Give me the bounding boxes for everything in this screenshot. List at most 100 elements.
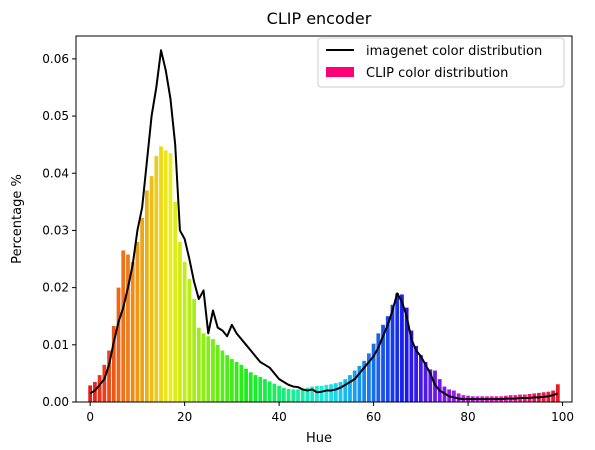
- bar-hue-54: [343, 379, 348, 403]
- bar-hue-58: [362, 360, 367, 402]
- bar-hue-77: [452, 390, 456, 402]
- bar-hue-42: [286, 388, 291, 402]
- bar-hue-12: [144, 190, 149, 402]
- y-tick-label: 0.04: [42, 166, 69, 180]
- legend: imagenet color distribution CLIP color d…: [317, 37, 565, 88]
- bar-hue-38: [267, 381, 272, 402]
- bar-hue-60: [371, 343, 376, 402]
- bar-hue-4: [107, 350, 111, 402]
- bar-hue-68: [409, 330, 414, 402]
- bar-hue-36: [258, 376, 263, 402]
- bar-hue-51: [329, 384, 333, 402]
- bar-hue-99: [555, 384, 560, 402]
- bar-hue-3: [102, 364, 107, 402]
- bar-hue-44: [296, 389, 300, 402]
- bar-hue-40: [277, 385, 282, 402]
- bar-hue-11: [140, 217, 145, 402]
- bar-hue-57: [357, 365, 362, 402]
- bar-hue-31: [234, 361, 239, 402]
- bar-hue-14: [154, 156, 159, 402]
- bar-hue-8: [126, 254, 130, 402]
- bar-hue-71: [423, 361, 428, 402]
- bar-hue-65: [395, 293, 400, 402]
- x-tick-label: 40: [271, 410, 286, 424]
- bar-hue-39: [272, 383, 277, 402]
- legend-label-clip: CLIP color distribution: [366, 66, 508, 81]
- bar-hue-25: [206, 336, 211, 402]
- bar-hue-1: [93, 381, 97, 402]
- bar-hue-34: [248, 372, 253, 402]
- bar-hue-64: [390, 304, 395, 402]
- bar-hue-13: [149, 176, 154, 402]
- bar-hue-28: [220, 350, 225, 402]
- bar-hue-98: [551, 390, 555, 402]
- bar-hue-9: [130, 261, 135, 402]
- bar-hue-59: [366, 353, 371, 402]
- bar-hue-30: [230, 359, 234, 402]
- bar-hue-55: [348, 375, 352, 402]
- bar-hue-16: [163, 150, 168, 403]
- bar-hue-45: [300, 388, 305, 402]
- x-tick-label: 100: [551, 410, 574, 424]
- line-series: [89, 49, 559, 401]
- y-tick-label: 0.02: [42, 281, 69, 295]
- bar-hue-27: [215, 344, 220, 402]
- y-tick-label: 0.06: [42, 52, 69, 66]
- bar-hue-20: [182, 261, 187, 402]
- bar-hue-63: [385, 316, 390, 402]
- bar-hue-48: [315, 385, 319, 402]
- bar-hue-21: [187, 279, 192, 402]
- bar-hue-10: [135, 241, 140, 403]
- bar-hue-52: [333, 383, 338, 402]
- bar-hue-72: [428, 369, 433, 402]
- bar-hue-6: [116, 287, 121, 403]
- bar-hue-5: [111, 325, 116, 402]
- bar-hue-33: [244, 368, 248, 402]
- bar-hue-37: [263, 379, 267, 403]
- x-tick-label: 20: [177, 410, 192, 424]
- bar-hue-19: [178, 241, 182, 403]
- legend-swatch-clip: [326, 67, 354, 77]
- legend-frame: [317, 37, 565, 88]
- y-tick-label: 0.00: [42, 395, 69, 409]
- bar-hue-41: [281, 387, 286, 402]
- x-axis-title: Hue: [306, 431, 332, 446]
- y-axis-title: Percentage %: [10, 174, 25, 264]
- bar-hue-0: [88, 385, 93, 402]
- bar-hue-66: [400, 294, 404, 402]
- bar-hue-46: [305, 387, 310, 402]
- bar-hue-49: [319, 385, 324, 402]
- y-tick-label: 0.05: [42, 109, 69, 123]
- bar-hue-35: [253, 375, 258, 402]
- bar-hue-67: [404, 307, 409, 402]
- x-tick-label: 0: [86, 410, 94, 424]
- bar-hue-70: [418, 355, 423, 402]
- bar-hue-32: [239, 364, 244, 402]
- bar-hue-62: [381, 324, 385, 402]
- chart-title: CLIP encoder: [267, 9, 372, 28]
- bar-hue-47: [310, 386, 315, 402]
- bar-hue-26: [211, 339, 215, 402]
- bar-hue-61: [376, 333, 381, 403]
- bar-hue-18: [173, 201, 178, 402]
- bar-hue-24: [201, 333, 206, 403]
- bar-hue-53: [338, 381, 343, 402]
- legend-label-imagenet: imagenet color distribution: [366, 44, 542, 59]
- x-tick-label: 60: [366, 410, 381, 424]
- x-tick-label: 80: [460, 410, 475, 424]
- y-axis-ticks: 0.00 0.01 0.02 0.03 0.04 0.05 0.06: [42, 52, 76, 409]
- bar-hue-22: [192, 299, 196, 402]
- bar-hue-7: [121, 250, 126, 402]
- bar-hue-56: [352, 370, 357, 402]
- plot-frame: [75, 35, 573, 403]
- bar-series: [88, 146, 560, 403]
- bar-hue-43: [291, 389, 296, 402]
- bar-hue-29: [225, 355, 230, 402]
- bar-hue-17: [168, 153, 173, 402]
- bar-hue-69: [414, 345, 418, 402]
- y-tick-label: 0.03: [42, 223, 69, 237]
- bar-hue-2: [97, 375, 102, 402]
- bar-hue-23: [196, 327, 201, 402]
- x-axis-ticks: 0 20 40 60 80 100: [86, 402, 574, 424]
